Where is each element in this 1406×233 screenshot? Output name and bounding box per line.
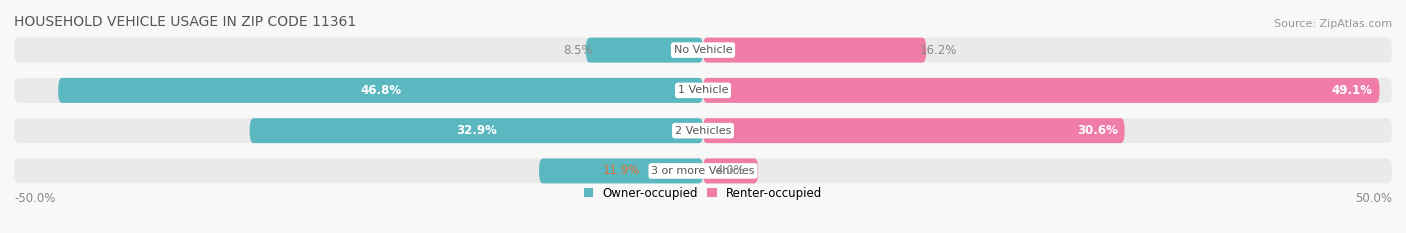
Text: Source: ZipAtlas.com: Source: ZipAtlas.com xyxy=(1274,19,1392,29)
Text: 32.9%: 32.9% xyxy=(456,124,496,137)
FancyBboxPatch shape xyxy=(703,38,927,63)
Text: 1 Vehicle: 1 Vehicle xyxy=(678,85,728,95)
FancyBboxPatch shape xyxy=(586,38,703,63)
FancyBboxPatch shape xyxy=(14,118,1392,143)
FancyBboxPatch shape xyxy=(538,158,703,183)
Text: HOUSEHOLD VEHICLE USAGE IN ZIP CODE 11361: HOUSEHOLD VEHICLE USAGE IN ZIP CODE 1136… xyxy=(14,15,356,29)
FancyBboxPatch shape xyxy=(58,78,703,103)
FancyBboxPatch shape xyxy=(703,78,1379,103)
FancyBboxPatch shape xyxy=(14,158,1392,183)
FancyBboxPatch shape xyxy=(14,38,1392,63)
Text: No Vehicle: No Vehicle xyxy=(673,45,733,55)
FancyBboxPatch shape xyxy=(703,158,758,183)
Text: 3 or more Vehicles: 3 or more Vehicles xyxy=(651,166,755,176)
Text: 4.0%: 4.0% xyxy=(716,164,745,177)
Legend: Owner-occupied, Renter-occupied: Owner-occupied, Renter-occupied xyxy=(579,182,827,205)
Text: 2 Vehicles: 2 Vehicles xyxy=(675,126,731,136)
FancyBboxPatch shape xyxy=(703,118,1125,143)
Text: -50.0%: -50.0% xyxy=(14,192,55,205)
Text: 46.8%: 46.8% xyxy=(360,84,401,97)
FancyBboxPatch shape xyxy=(14,78,1392,103)
FancyBboxPatch shape xyxy=(250,118,703,143)
Text: 11.9%: 11.9% xyxy=(602,164,640,177)
Text: 16.2%: 16.2% xyxy=(920,44,956,57)
Text: 30.6%: 30.6% xyxy=(1077,124,1118,137)
Text: 49.1%: 49.1% xyxy=(1331,84,1372,97)
Text: 50.0%: 50.0% xyxy=(1355,192,1392,205)
Text: 8.5%: 8.5% xyxy=(564,44,593,57)
